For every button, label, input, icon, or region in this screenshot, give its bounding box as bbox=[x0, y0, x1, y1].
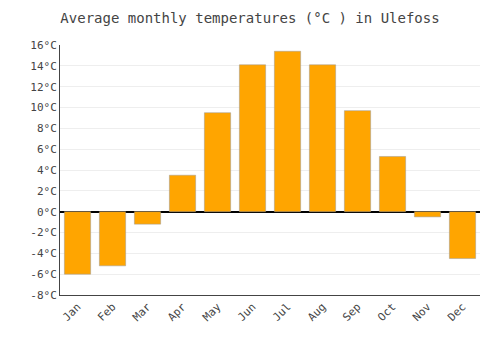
svg-text:Average monthly temperatures (: Average monthly temperatures (°C ) in Ul… bbox=[60, 10, 439, 26]
svg-text:10°C: 10°C bbox=[30, 101, 57, 114]
svg-text:4°C: 4°C bbox=[37, 164, 57, 177]
svg-text:-2°C: -2°C bbox=[30, 226, 57, 239]
svg-text:Jun: Jun bbox=[235, 301, 258, 324]
svg-text:Sep: Sep bbox=[340, 301, 363, 324]
svg-text:-4°C: -4°C bbox=[30, 247, 57, 260]
svg-text:Jan: Jan bbox=[60, 301, 83, 324]
svg-text:-8°C: -8°C bbox=[30, 289, 57, 302]
svg-text:Apr: Apr bbox=[165, 300, 189, 324]
svg-text:-6°C: -6°C bbox=[30, 268, 57, 281]
svg-text:Dec: Dec bbox=[445, 301, 468, 324]
svg-text:Jul: Jul bbox=[270, 301, 293, 324]
svg-text:Mar: Mar bbox=[130, 300, 154, 324]
svg-text:12°C: 12°C bbox=[30, 81, 57, 94]
svg-text:Aug: Aug bbox=[305, 301, 328, 324]
svg-text:Nov: Nov bbox=[410, 300, 434, 324]
svg-text:Feb: Feb bbox=[95, 301, 118, 324]
svg-text:16°C: 16°C bbox=[30, 39, 57, 52]
svg-text:6°C: 6°C bbox=[37, 143, 57, 156]
svg-text:8°C: 8°C bbox=[37, 122, 57, 135]
svg-text:May: May bbox=[200, 300, 224, 324]
svg-text:0°C: 0°C bbox=[37, 206, 57, 219]
svg-text:Oct: Oct bbox=[375, 301, 398, 324]
svg-text:2°C: 2°C bbox=[37, 185, 57, 198]
svg-text:14°C: 14°C bbox=[30, 60, 57, 73]
